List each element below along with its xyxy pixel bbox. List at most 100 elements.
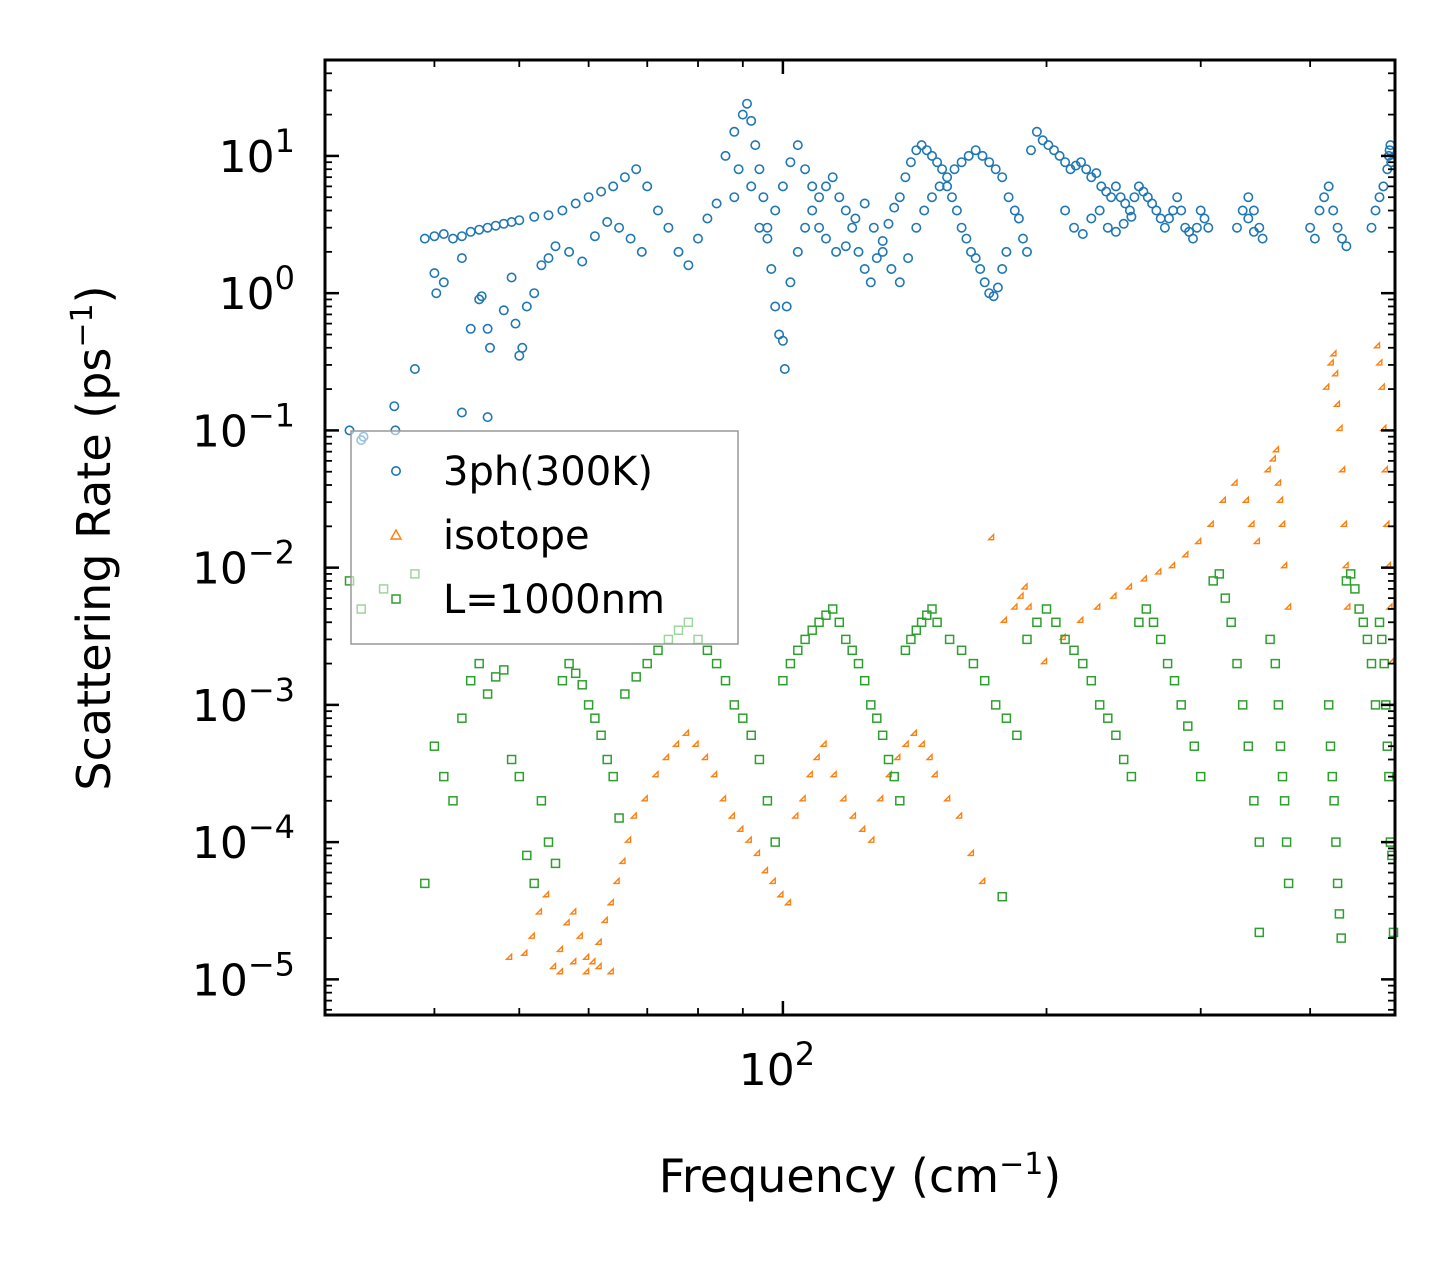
data-point <box>916 617 927 628</box>
data-point <box>1243 213 1254 224</box>
data-point <box>792 140 803 151</box>
data-point <box>681 728 690 737</box>
data-point <box>877 246 888 257</box>
data-point <box>909 728 918 737</box>
data-point <box>785 277 796 288</box>
data-point <box>529 878 539 889</box>
data-point <box>942 181 953 192</box>
data-point <box>1341 560 1349 569</box>
y-tick-label: 10−4 <box>192 808 295 869</box>
data-point <box>877 236 888 247</box>
data-point <box>1277 771 1288 782</box>
data-point <box>448 796 458 806</box>
data-point <box>1230 478 1238 486</box>
data-point <box>990 700 1001 710</box>
data-point <box>865 277 876 288</box>
data-point <box>770 837 780 847</box>
data-point <box>886 263 897 274</box>
data-point <box>848 811 857 819</box>
data-point <box>1326 358 1334 366</box>
data-point <box>776 890 784 898</box>
data-point <box>999 615 1008 624</box>
data-point <box>614 813 624 823</box>
data-point <box>623 835 632 843</box>
y-tick-label: 10−2 <box>192 534 295 595</box>
data-point <box>1102 222 1113 233</box>
data-point <box>550 858 561 869</box>
data-point <box>1032 617 1042 628</box>
data-point <box>1305 222 1316 233</box>
data-point <box>596 186 607 197</box>
data-point <box>1109 591 1117 599</box>
data-point <box>1172 192 1183 203</box>
data-point <box>827 604 838 614</box>
data-point <box>858 824 866 833</box>
data-point <box>752 848 761 857</box>
data-point <box>490 672 501 682</box>
data-point <box>1155 634 1166 645</box>
data-point <box>1328 205 1339 216</box>
data-point <box>1129 192 1140 203</box>
data-point <box>720 150 731 161</box>
data-point <box>1237 700 1248 710</box>
x-axis-title: Frequency (cm−1) <box>659 1147 1062 1203</box>
data-point <box>746 115 757 126</box>
data-point <box>1309 233 1320 244</box>
data-point <box>949 164 960 175</box>
data-point <box>1012 730 1022 741</box>
data-point <box>859 198 870 209</box>
data-point <box>534 907 543 915</box>
data-point <box>1147 198 1158 209</box>
data-point <box>606 967 614 975</box>
data-point <box>1232 222 1243 233</box>
data-point <box>631 672 641 682</box>
data-point <box>527 931 535 939</box>
data-point <box>768 876 776 885</box>
data-point <box>506 272 517 283</box>
data-point <box>992 282 1003 293</box>
data-point <box>536 260 547 271</box>
data-point <box>456 407 467 418</box>
data-point <box>1370 205 1381 216</box>
data-point <box>1141 604 1152 614</box>
data-point <box>903 253 914 264</box>
data-point <box>925 752 933 761</box>
legend-label: 3ph(300K) <box>443 449 653 495</box>
data-point <box>1086 675 1097 686</box>
data-point <box>840 205 851 216</box>
data-point <box>1232 658 1242 669</box>
data-point <box>1169 675 1180 686</box>
data-point <box>965 246 976 257</box>
data-point <box>1329 796 1339 806</box>
data-point <box>570 668 581 679</box>
data-point <box>618 856 626 865</box>
data-point <box>602 217 613 228</box>
data-point <box>651 769 659 778</box>
data-point <box>1037 135 1048 146</box>
data-point <box>1377 382 1385 390</box>
data-point <box>1319 192 1330 203</box>
data-point <box>1031 126 1042 137</box>
data-point <box>785 658 796 669</box>
data-point <box>1058 632 1066 641</box>
data-point <box>778 675 788 686</box>
data-point <box>978 876 986 885</box>
data-point <box>1226 617 1236 628</box>
data-point <box>1343 602 1351 610</box>
data-point <box>671 739 680 747</box>
data-point <box>1176 205 1187 216</box>
data-point <box>911 222 922 233</box>
data-point <box>718 794 727 802</box>
data-point <box>930 769 938 778</box>
data-point <box>883 754 894 765</box>
data-point <box>1249 796 1259 806</box>
data-point <box>702 645 713 656</box>
data-point <box>1370 700 1381 710</box>
data-point <box>934 181 945 192</box>
data-point <box>465 323 476 334</box>
data-point <box>543 837 554 847</box>
data-point <box>594 937 602 946</box>
data-point <box>946 192 957 203</box>
data-point <box>917 739 925 747</box>
data-point <box>760 865 769 874</box>
